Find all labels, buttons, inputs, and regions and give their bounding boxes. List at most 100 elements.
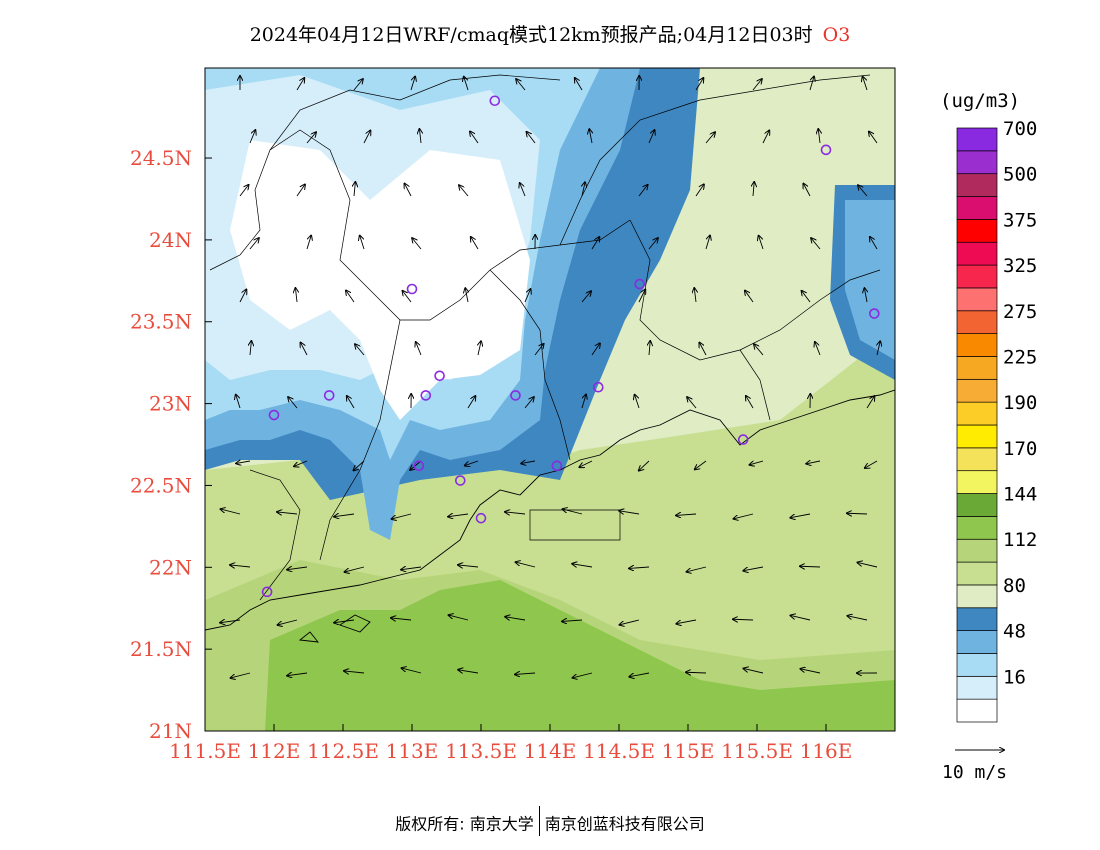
lon-tick-label: 113E: [386, 739, 439, 763]
wind-arrow-icon: [746, 396, 754, 409]
wind-arrow-icon: [478, 341, 481, 356]
wind-arrow-icon: [687, 397, 697, 409]
wind-arrow-icon: [236, 461, 251, 463]
station-marker: [420, 390, 432, 401]
wind-arrow-icon: [239, 290, 246, 303]
legend-swatch: [956, 378, 998, 403]
lon-tick-label: 114.5E: [583, 739, 655, 763]
wind-arrow-icon: [405, 184, 412, 197]
wind-arrow-icon: [803, 184, 811, 197]
legend-unit: (ug/m3): [940, 90, 1021, 112]
lon-tick-label: 112E: [248, 739, 301, 763]
lat-tick-label: 23.5N: [130, 310, 192, 334]
admin-boundaries: [209, 74, 881, 601]
station-marker: [592, 381, 604, 393]
wind-arrow-icon: [687, 566, 707, 572]
wind-arrow-icon: [458, 670, 479, 673]
lat-tick-label: 24N: [149, 228, 192, 252]
wind-arrow-icon: [465, 460, 479, 466]
wind-arrow-icon: [818, 129, 820, 144]
wind-arrow-icon: [410, 460, 422, 470]
station-marker: [868, 308, 880, 319]
legend-swatch: [956, 401, 998, 426]
station-marker: [406, 283, 418, 295]
wind-reference-arrow: 10 m/s: [942, 750, 1007, 783]
wind-arrow-icon: [629, 567, 650, 568]
wind-arrow-icon: [392, 513, 412, 519]
lat-tick-label: 21N: [149, 719, 192, 743]
legend-swatch: [956, 241, 998, 266]
wind-arrow-icon: [863, 77, 868, 91]
lat-tick-label: 23N: [149, 392, 192, 416]
wind-arrow-icon: [694, 288, 696, 303]
wind-arrow-icon: [699, 343, 707, 356]
station-marker: [634, 278, 646, 290]
wind-arrow-icon: [230, 565, 251, 567]
wind-arrow-icon: [288, 397, 298, 409]
coastline-main: [205, 389, 895, 631]
wind-arrow-icon: [534, 344, 544, 356]
legend-label: 170: [1003, 438, 1037, 460]
boundary-line: [319, 319, 401, 561]
lon-tick-label: 113.5E: [445, 739, 517, 763]
wind-arrow-icon: [527, 132, 536, 144]
wind-arrow-icon: [419, 129, 421, 144]
wind-arrow-icon: [695, 460, 707, 469]
station-marker: [820, 144, 832, 156]
wind-arrow-icon: [354, 460, 365, 470]
boundary-line: [249, 469, 301, 601]
legend-swatch: [956, 470, 998, 494]
wind-arrow-icon: [287, 567, 308, 570]
wind-arrow-icon: [791, 615, 811, 621]
wind-arrow-icon: [639, 460, 650, 471]
legend-swatch: [956, 698, 998, 723]
longitude-axis: 111.5E 112E 112.5E 113E 113.5E 114E 114.5E 115E…: [169, 724, 852, 763]
legend-label: 144: [1003, 484, 1037, 506]
wind-arrow-icon: [239, 185, 248, 197]
boundary-line: [489, 269, 571, 461]
wind-arrow-icon: [306, 132, 316, 144]
boundary-line: [209, 129, 631, 321]
wind-arrow-icon: [221, 509, 241, 515]
lon-tick-label: 116E: [800, 739, 853, 763]
station-marker: [261, 586, 273, 598]
wind-arrow-icon: [562, 620, 583, 621]
station-marker: [454, 475, 466, 486]
wind-arrow-icon: [575, 78, 583, 91]
wind-arrow-icon: [354, 182, 355, 197]
wind-arrow-icon: [866, 396, 874, 409]
wind-arrow-icon: [403, 291, 412, 303]
legend-swatch: [956, 447, 998, 472]
wind-arrow-icon: [581, 291, 591, 303]
legend-label: 112: [1003, 529, 1037, 551]
wind-arrow-icon: [676, 619, 697, 624]
wind-arrow-icon: [806, 461, 821, 464]
monitoring-stations: [261, 95, 880, 598]
map-title: 2024年04月12日WRF/cmaq模式12km预报产品;04月12日03时 O…: [0, 20, 1100, 47]
wind-arrow-icon: [745, 291, 754, 303]
wind-reference-label: 10 m/s: [942, 762, 1007, 783]
wind-arrow-icon: [815, 342, 821, 356]
legend-label: 700: [1003, 118, 1037, 140]
wind-arrow-icon: [363, 131, 370, 144]
wind-arrow-icon: [847, 616, 868, 621]
legend-swatch: [956, 356, 998, 380]
o3-concentration-field: [205, 68, 895, 731]
wind-arrow-icon: [353, 79, 363, 91]
legend-swatch: [956, 538, 998, 563]
legend-swatch: [956, 264, 998, 289]
wind-arrow-icon: [334, 620, 355, 623]
legend-label: 275: [1003, 301, 1037, 323]
wind-arrow-icon: [620, 619, 640, 625]
wind-arrow-icon: [695, 184, 704, 197]
wind-arrow-icon: [391, 618, 412, 620]
legend-swatch: [956, 630, 998, 654]
legend-label: 80: [1003, 575, 1026, 597]
legend-label: 375: [1003, 209, 1037, 231]
lon-tick-label: 115.5E: [721, 739, 793, 763]
title-text: 2024年04月12日WRF/cmaq模式12km预报产品;04月12日03时: [249, 24, 813, 46]
wind-arrow-icon: [360, 236, 365, 250]
wind-arrow-icon: [278, 619, 298, 625]
wind-arrow-icon: [296, 78, 304, 91]
wind-arrow-icon: [802, 291, 811, 303]
